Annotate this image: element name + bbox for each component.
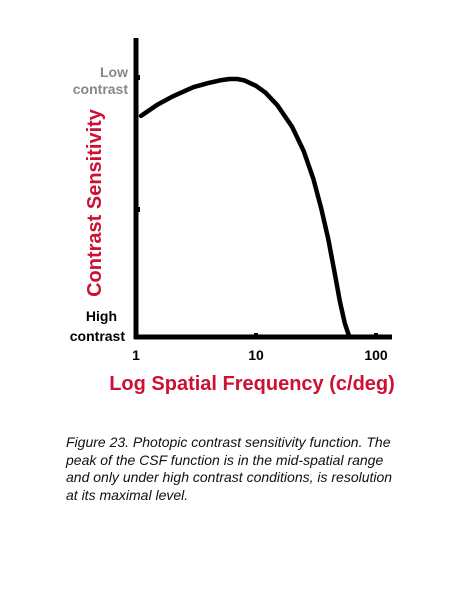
x-tick-1 bbox=[134, 333, 138, 337]
x-tick-labels: 1 10 100 bbox=[132, 347, 388, 363]
figure-caption: Figure 23. Photopic contrast sensitivity… bbox=[66, 434, 393, 503]
x-tick-label-10: 10 bbox=[248, 347, 264, 363]
y-axis-label: Contrast Sensitivity bbox=[84, 108, 106, 297]
csf-curve bbox=[138, 76, 352, 340]
axes bbox=[133, 38, 392, 340]
csf-chart: 1 10 100 Low contrast High contrast Contra… bbox=[70, 38, 395, 395]
y-bottom-label-line-2: contrast bbox=[70, 328, 126, 344]
x-ticks bbox=[134, 333, 378, 337]
y-tick-middle bbox=[136, 207, 140, 212]
x-tick-10 bbox=[254, 333, 258, 337]
y-bottom-label-line-1: High bbox=[86, 308, 117, 324]
x-tick-label-1: 1 bbox=[132, 347, 140, 363]
y-top-label-line-2: contrast bbox=[73, 81, 129, 97]
y-tick-top bbox=[136, 75, 140, 80]
x-tick-100 bbox=[374, 333, 378, 337]
x-axis-label: Log Spatial Frequency (c/deg) bbox=[109, 373, 395, 395]
x-tick-label-100: 100 bbox=[364, 347, 388, 363]
y-top-label-line-1: Low bbox=[100, 64, 128, 80]
